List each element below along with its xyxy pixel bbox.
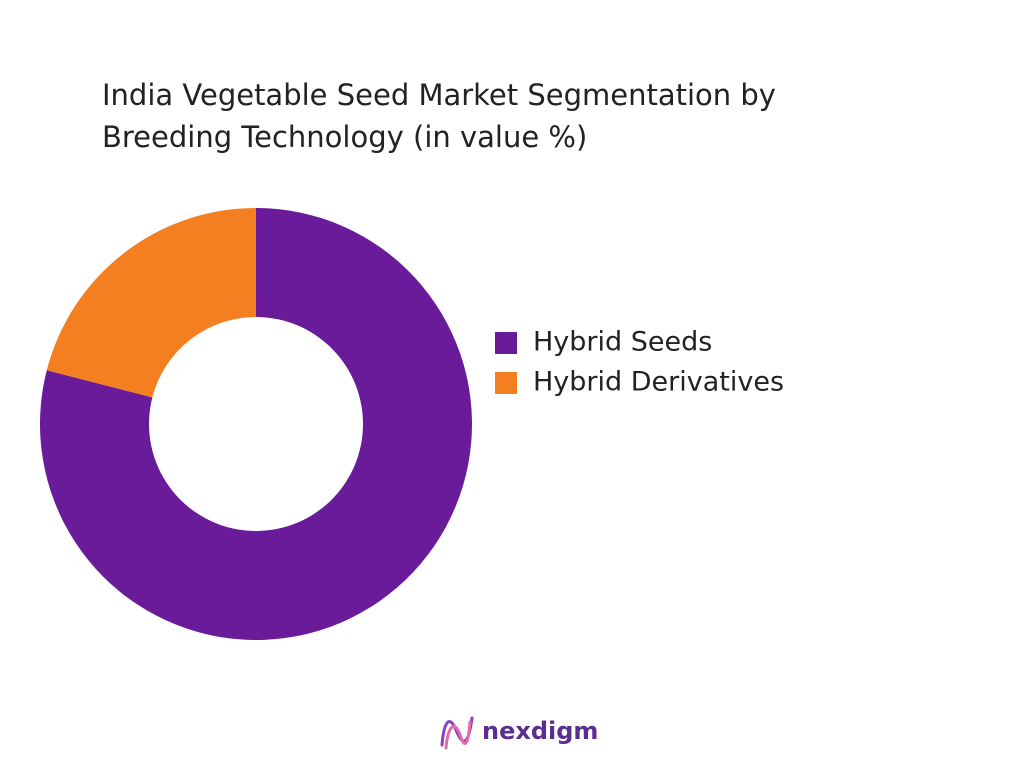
slice bbox=[39, 208, 473, 640]
legend-swatch bbox=[495, 372, 517, 394]
brand-name: nexdigm bbox=[482, 717, 598, 745]
legend-label: Hybrid Derivatives bbox=[533, 367, 784, 398]
legend-label: Hybrid Seeds bbox=[533, 327, 712, 358]
chart-title: India Vegetable Seed Market Segmentation… bbox=[102, 78, 776, 154]
legend-swatch bbox=[495, 332, 517, 354]
slice bbox=[46, 208, 256, 398]
logo-icon bbox=[440, 716, 474, 750]
